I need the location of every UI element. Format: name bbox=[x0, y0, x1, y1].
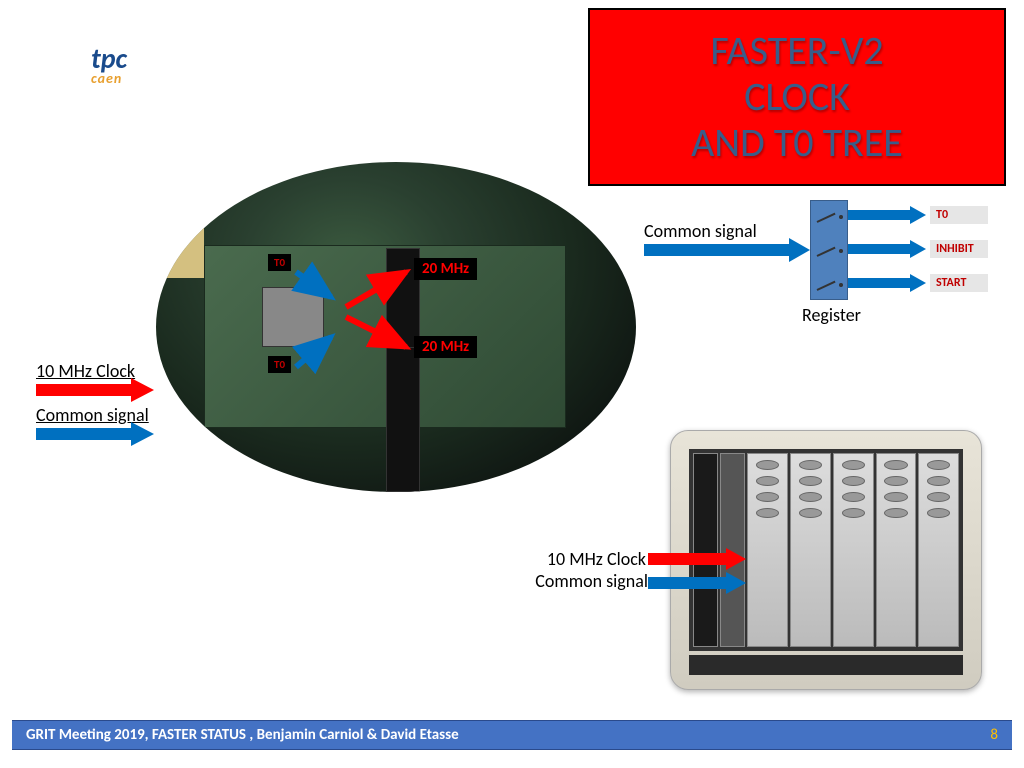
connector-2 bbox=[386, 347, 420, 492]
register-out-label-2: INHIBIT bbox=[930, 240, 988, 258]
logo-text: tpc caen bbox=[91, 41, 127, 87]
register-input-arrow bbox=[644, 238, 812, 262]
fpga-chip bbox=[262, 287, 324, 346]
crate-slot-5 bbox=[833, 453, 874, 647]
pcb-board-photo bbox=[156, 162, 636, 492]
title-line-2: CLOCK bbox=[744, 74, 850, 120]
footer-page-number: 8 bbox=[990, 726, 998, 744]
register-out-label-1: T0 bbox=[930, 206, 988, 224]
register-out-arrow-1 bbox=[848, 206, 928, 224]
t0-label-1: T0 bbox=[268, 254, 291, 271]
register-box bbox=[810, 200, 848, 300]
crate-signal-arrow bbox=[648, 572, 748, 594]
footer-text: GRIT Meeting 2019, FASTER STATUS , Benja… bbox=[26, 726, 459, 744]
logo-sub: caen bbox=[91, 70, 127, 87]
crate-slot-7 bbox=[918, 453, 959, 647]
left-clock-arrow bbox=[36, 378, 156, 402]
crate-clock-arrow bbox=[648, 548, 748, 570]
crate-signal-label: Common signal bbox=[520, 570, 648, 592]
edge-connector bbox=[156, 162, 204, 278]
crate-clock-label: 10 MHz Clock bbox=[526, 548, 646, 570]
freq-label-2: 20 MHz bbox=[414, 336, 477, 358]
switch-1 bbox=[817, 211, 843, 223]
left-signal-arrow bbox=[36, 422, 156, 446]
crate-bottom bbox=[689, 655, 963, 675]
register-out-arrow-2 bbox=[848, 240, 928, 258]
register-out-arrow-3 bbox=[848, 274, 928, 292]
freq-label-1: 20 MHz bbox=[414, 258, 477, 280]
title-line-1: FASTER-V2 bbox=[710, 28, 883, 74]
register-out-label-3: START bbox=[930, 274, 988, 292]
title-line-3: AND T0 TREE bbox=[691, 120, 903, 166]
slide-title-box: FASTER-V2 CLOCK AND T0 TREE bbox=[588, 8, 1006, 186]
lpc-logo: tpc caen bbox=[38, 24, 180, 104]
crate-slot-4 bbox=[790, 453, 831, 647]
switch-3 bbox=[817, 279, 843, 291]
switch-2 bbox=[817, 245, 843, 257]
t0-label-2: T0 bbox=[268, 356, 291, 373]
crate-slot-6 bbox=[876, 453, 917, 647]
register-caption: Register bbox=[802, 304, 861, 326]
footer-bar: GRIT Meeting 2019, FASTER STATUS , Benja… bbox=[12, 720, 1012, 750]
crate-slot-3 bbox=[747, 453, 788, 647]
